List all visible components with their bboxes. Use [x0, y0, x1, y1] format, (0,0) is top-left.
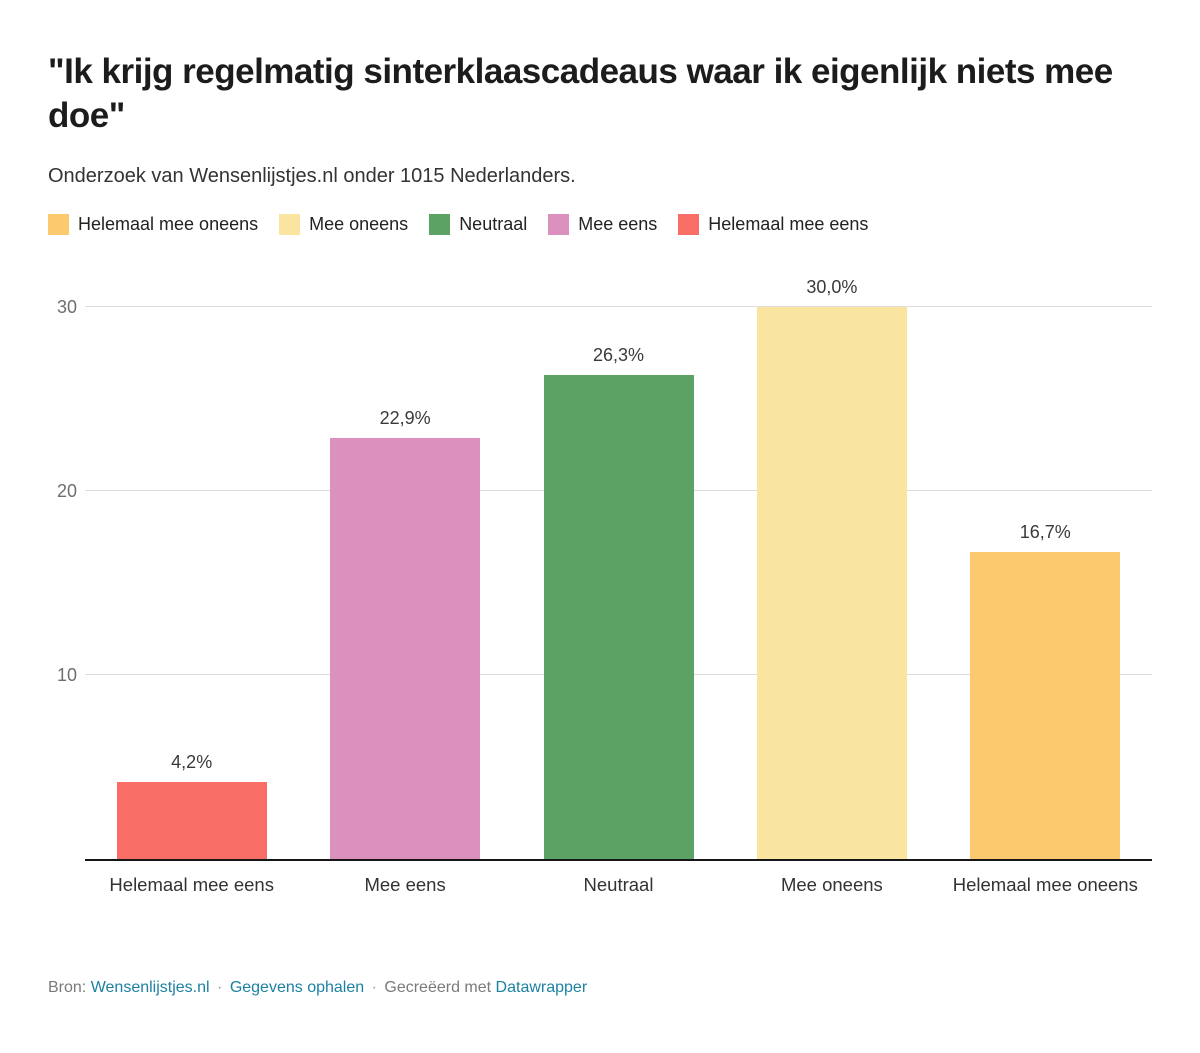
legend-item-mee-oneens: Mee oneens [279, 214, 408, 235]
bar-helemaal-mee-eens [116, 781, 267, 859]
bar-value-label: 4,2% [171, 751, 213, 772]
created-with-label: Gecreëerd met [384, 979, 492, 996]
gridline-30 [85, 306, 1152, 307]
legend-label: Neutraal [459, 214, 528, 234]
y-tick-label-30: 30 [56, 297, 77, 317]
chart-title: "Ik krijg regelmatig sinterklaascadeaus … [48, 52, 1113, 135]
legend-swatch-icon [678, 214, 700, 235]
legend-item-helemaal-mee-eens: Helemaal mee eens [678, 214, 868, 235]
bar-mee-oneens [756, 307, 907, 859]
category-label-mee-eens: Mee eens [364, 874, 446, 895]
category-label-neutraal: Neutraal [583, 874, 654, 895]
y-tick-label-20: 20 [56, 481, 77, 501]
bar-value-label: 30,0% [806, 277, 858, 297]
legend-swatch-icon [48, 214, 69, 235]
legend-swatch-icon [429, 214, 451, 235]
legend-label: Helemaal mee eens [708, 214, 869, 234]
footer-separator: · [217, 979, 223, 996]
bar-mee-eens [330, 437, 481, 859]
footer-separator: · [371, 979, 377, 996]
y-tick-label-10: 10 [56, 665, 77, 685]
legend-item-helemaal-mee-oneens: Helemaal mee oneens [48, 214, 258, 235]
category-label-helemaal-mee-eens: Helemaal mee eens [109, 874, 274, 895]
category-label-helemaal-mee-oneens: Helemaal mee oneens [952, 874, 1138, 895]
legend-item-neutraal: Neutraal [429, 214, 527, 235]
get-data-link[interactable]: Gegevens ophalen [229, 979, 365, 996]
legend-label: Helemaal mee oneens [78, 214, 259, 234]
plot-area: 10 20 30 4,2% 22,9% 26,3% 30,0% 16,7% [57, 277, 1152, 861]
bar-helemaal-mee-oneens [970, 551, 1121, 859]
legend-swatch-icon [548, 214, 570, 235]
chart-subtitle: Onderzoek van Wensenlijstjes.nl onder 10… [48, 165, 576, 187]
bar-value-label: 16,7% [1019, 521, 1071, 542]
bar-neutraal [543, 375, 694, 859]
x-axis-labels: Helemaal mee eens Mee eens Neutraal Mee one… [85, 871, 1152, 937]
legend-label: Mee eens [578, 214, 658, 234]
plot-wrap: 10 20 30 4,2% 22,9% 26,3% 30,0% 16,7% Helemaal … [48, 277, 1152, 937]
bar-value-label: 22,9% [379, 407, 431, 428]
source-prefix-label: Bron: [48, 979, 87, 996]
datawrapper-link[interactable]: Datawrapper [495, 979, 588, 996]
legend-swatch-icon [279, 214, 301, 235]
bar-value-label: 26,3% [592, 345, 645, 366]
category-label-mee-oneens: Mee oneens [780, 874, 883, 895]
source-link[interactable]: Wensenlijstjes.nl [90, 979, 210, 996]
legend-label: Mee oneens [309, 214, 409, 234]
legend-item-mee-eens: Mee eens [548, 214, 657, 235]
footer: Bron: Wensenlijstjes.nl · Gegevens ophal… [48, 977, 1152, 998]
legend: Helemaal mee oneens Mee oneens Neutraal Mee… [48, 214, 1152, 235]
